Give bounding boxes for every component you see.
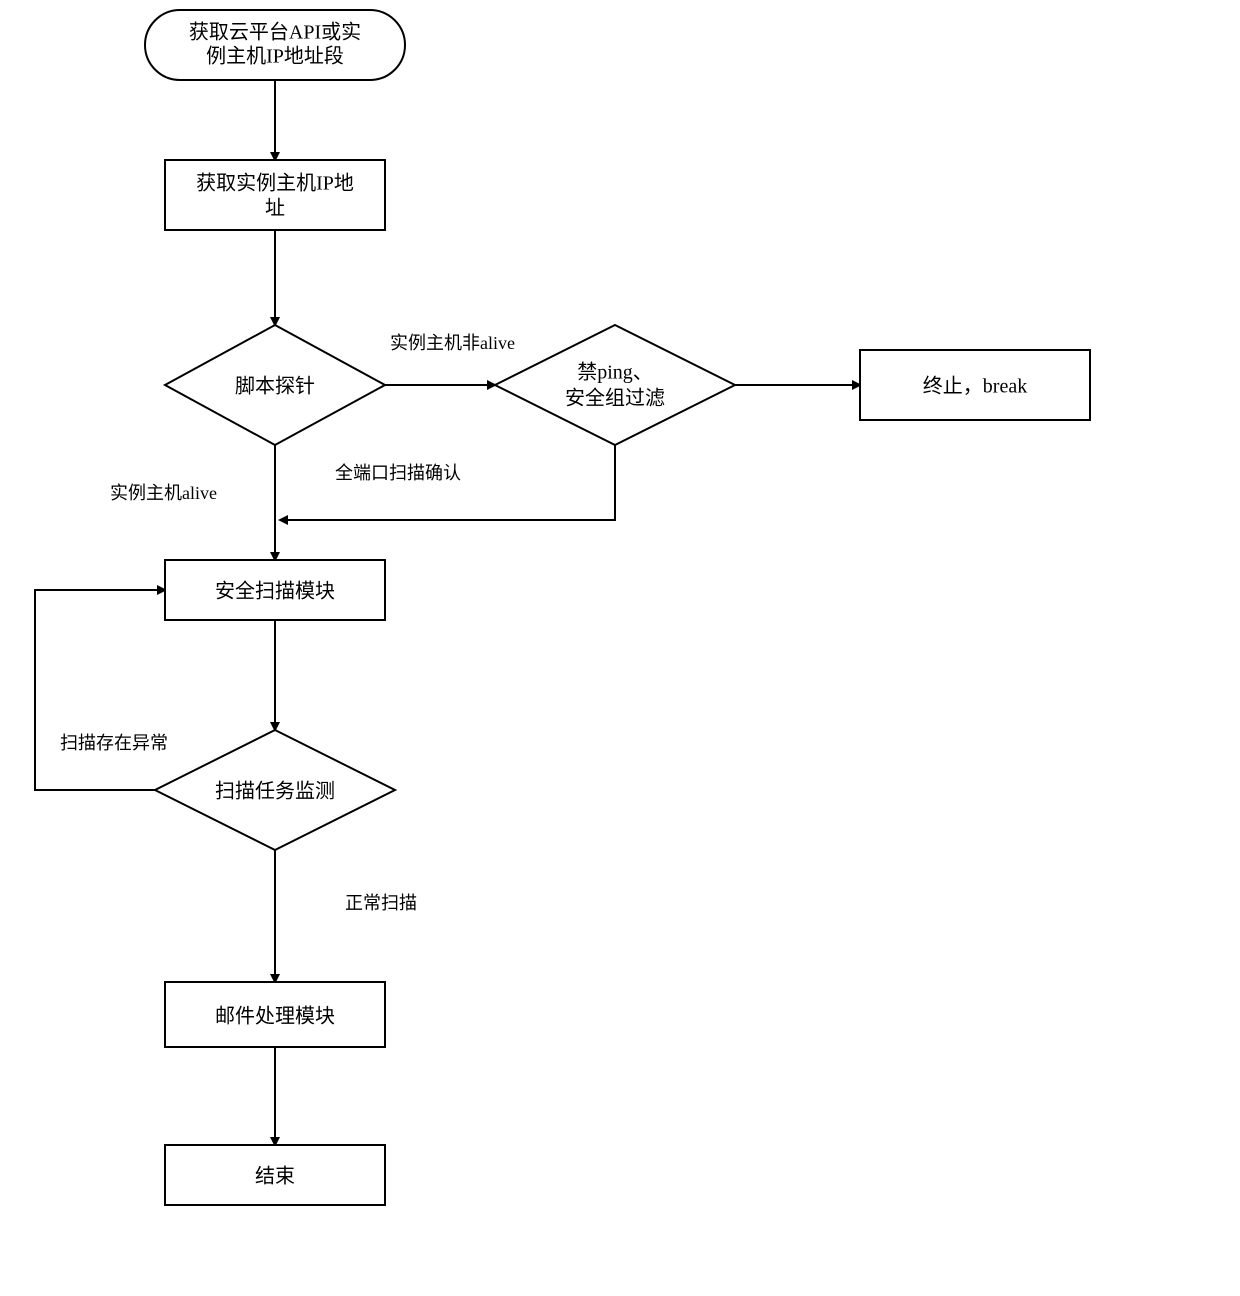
node-filter-line2: 安全组过滤 (565, 387, 665, 410)
node-end-line1: 结束 (255, 1165, 295, 1188)
node-monitor: 扫描任务监测 (155, 730, 395, 850)
edge-monitor-mail-label: 正常扫描 (345, 893, 417, 913)
node-probe: 脚本探针 (165, 325, 385, 445)
node-scan-line1: 安全扫描模块 (215, 580, 335, 603)
flowchart-canvas: 实例主机非alive 实例主机alive 全端口扫描确认 扫描存在异常 正常扫描… (0, 0, 1240, 1296)
node-filter-line1: 禁ping、 (577, 361, 653, 384)
edge-monitor-scan (35, 590, 165, 790)
node-filter: 禁ping、 安全组过滤 (495, 325, 735, 445)
edge-probe-filter-label: 实例主机非alive (390, 333, 515, 353)
node-start-line2: 例主机IP地址段 (206, 45, 344, 68)
edge-filter-scan-label: 全端口扫描确认 (335, 463, 461, 483)
node-scan: 安全扫描模块 (165, 560, 385, 620)
edges-layer: 实例主机非alive 实例主机alive 全端口扫描确认 扫描存在异常 正常扫描 (35, 80, 860, 1145)
edge-monitor-scan-label: 扫描存在异常 (60, 733, 168, 753)
node-start-line1: 获取云平台API或实 (189, 21, 361, 44)
node-start: 获取云平台API或实 例主机IP地址段 (145, 10, 405, 80)
edge-probe-scan-label: 实例主机alive (110, 483, 217, 503)
node-probe-line1: 脚本探针 (235, 375, 315, 398)
node-mail-line1: 邮件处理模块 (215, 1005, 335, 1028)
node-terminate-line1: 终止，break (923, 375, 1027, 398)
node-get-ip: 获取实例主机IP地 址 (165, 160, 385, 230)
node-end: 结束 (165, 1145, 385, 1205)
node-getip-line2: 址 (265, 197, 285, 220)
node-terminate: 终止，break (860, 350, 1090, 420)
node-getip-line1: 获取实例主机IP地 (196, 172, 354, 195)
node-mail: 邮件处理模块 (165, 982, 385, 1047)
nodes-layer: 获取云平台API或实 例主机IP地址段 获取实例主机IP地 址 脚本探针 禁pi… (145, 10, 1090, 1205)
node-monitor-line1: 扫描任务监测 (215, 780, 335, 803)
